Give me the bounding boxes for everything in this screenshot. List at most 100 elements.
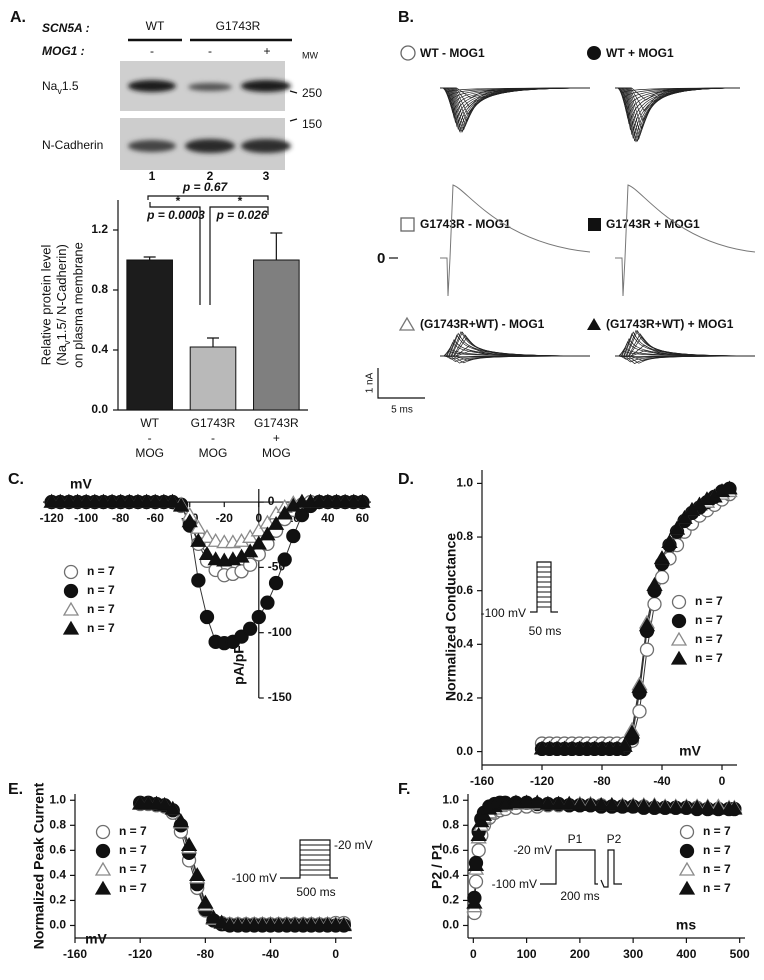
- inset-label: -100 mV: [492, 877, 537, 891]
- y-tick-label: 1.0: [442, 792, 459, 806]
- x-tick-label: -120: [128, 947, 152, 961]
- y-axis-label: Normalized Conductance: [443, 533, 459, 701]
- legend-label: n = 7: [87, 564, 115, 578]
- lane-number: 3: [263, 169, 270, 183]
- point: [625, 798, 642, 813]
- point: [180, 837, 198, 851]
- x-tick-label: G1743R: [254, 416, 299, 430]
- point: [507, 794, 525, 809]
- point: [276, 505, 293, 520]
- legend-label: n = 7: [695, 632, 723, 646]
- legend-marker: [678, 861, 696, 876]
- group-label: G1743R: [216, 19, 261, 33]
- bar: [253, 259, 300, 411]
- point: [603, 796, 620, 811]
- x-tick-label: -160: [470, 774, 494, 788]
- point: [172, 497, 190, 512]
- point: [653, 550, 671, 565]
- point: [156, 796, 173, 811]
- y-tick-label: 0.0: [91, 402, 108, 416]
- point: [550, 795, 567, 810]
- y-tick-label: 0.2: [442, 893, 459, 907]
- x-tick-label: -80: [112, 511, 130, 525]
- brackets: [147, 195, 269, 305]
- point: [721, 480, 738, 495]
- trace: [440, 87, 591, 99]
- y-tick-label: 0: [268, 494, 275, 508]
- legend-marker: [94, 880, 112, 895]
- legend-marker: [398, 316, 416, 331]
- protocol-steps: [300, 844, 330, 876]
- lane-label: -: [208, 44, 212, 58]
- x-tick-label: WT: [140, 416, 159, 430]
- y-label-line: on plasma membrane: [70, 242, 85, 368]
- y-tick-label: 0.6: [442, 843, 459, 857]
- y-tick-label: 1.0: [456, 476, 473, 490]
- point: [471, 843, 486, 858]
- legend-label: n = 7: [87, 583, 115, 597]
- x-tick-label: -120: [530, 774, 554, 788]
- legend-marker: [94, 861, 112, 876]
- trace: [440, 87, 591, 122]
- point: [205, 909, 222, 924]
- trace-label: WT - MOG1: [420, 46, 485, 60]
- gene-label: SCN5A :: [42, 21, 90, 35]
- legend-label: n = 7: [695, 613, 723, 627]
- point: [213, 914, 230, 929]
- blot: SCN5A : WT G1743R MOG1 : - - + MW Nav1.5…: [42, 19, 322, 183]
- x-tick-label: -60: [147, 511, 165, 525]
- point: [172, 813, 190, 828]
- series-line: [140, 803, 344, 925]
- point: [468, 874, 484, 889]
- point: [688, 799, 706, 814]
- inset-e: [280, 839, 338, 879]
- point: [242, 543, 259, 558]
- trace-legend: WT - MOG1 WT + MOG1 G1743R - MOG1 G1743R…: [365, 45, 756, 416]
- point: [726, 800, 743, 815]
- mw-tick: [289, 90, 298, 94]
- series-line: [140, 803, 344, 925]
- legend-marker: [95, 843, 111, 859]
- inset-label: 50 ms: [529, 624, 562, 638]
- y-label-part: (Na: [54, 344, 69, 366]
- point: [164, 493, 181, 508]
- x-tick-label: MOG: [262, 446, 291, 460]
- x-axis-label: mV: [70, 476, 92, 492]
- legend-marker: [679, 843, 695, 859]
- trace: [615, 87, 741, 135]
- y-tick-label: 1.2: [91, 222, 108, 236]
- protocol: [540, 849, 622, 888]
- y-tick-label: 0.2: [49, 893, 66, 907]
- inset-label: -20 mV: [513, 843, 552, 857]
- x-tick-label: -40: [262, 947, 280, 961]
- point: [676, 509, 693, 524]
- point: [614, 798, 631, 813]
- inset-label: P1: [568, 832, 583, 846]
- point: [497, 795, 514, 810]
- point: [198, 529, 216, 543]
- trace-label: (G1743R+WT) + MOG1: [606, 317, 734, 331]
- x-axis-label: ms: [676, 917, 696, 933]
- error-bar: [207, 337, 219, 347]
- y-tick-label: -150: [268, 690, 292, 704]
- point: [631, 678, 648, 693]
- point: [354, 493, 371, 508]
- point: [243, 621, 258, 636]
- annotation: *: [238, 194, 243, 208]
- point: [529, 794, 546, 809]
- y-tick-label: 0.0: [456, 744, 473, 758]
- legend-label: n = 7: [695, 651, 723, 665]
- y-tick-label: 1.0: [49, 792, 66, 806]
- x-tick-label: MOG: [135, 446, 164, 460]
- bar: [189, 346, 237, 411]
- y-tick-label: 0.2: [456, 690, 473, 704]
- x-tick-label: 0: [255, 511, 262, 525]
- legend-label: n = 7: [119, 824, 147, 838]
- legend-marker: [400, 217, 415, 232]
- x-tick-label: 40: [321, 511, 335, 525]
- point: [286, 528, 301, 544]
- y-tick-label: -100: [268, 625, 292, 639]
- point: [197, 894, 214, 909]
- point: [699, 799, 716, 814]
- panel-label: B.: [398, 9, 414, 26]
